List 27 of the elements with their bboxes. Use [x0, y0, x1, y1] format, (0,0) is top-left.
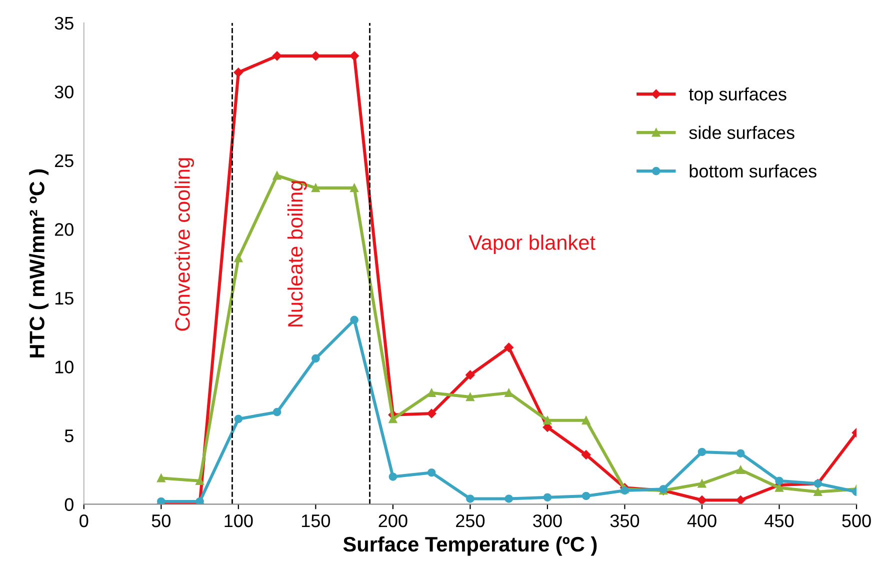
annotation: Nucleate boiling — [287, 181, 307, 326]
x-tick-label: 150 — [302, 514, 330, 528]
x-tick-label: 350 — [610, 514, 640, 528]
y-tick-label: 35 — [54, 16, 74, 30]
y-axis-title: HTC ( mW/mm² ºC ) — [29, 169, 49, 358]
x-tick-label: 500 — [842, 514, 871, 528]
x-tick-label: 250 — [456, 514, 485, 528]
y-tick-label: 0 — [64, 498, 74, 511]
x-tick-label: 100 — [224, 514, 253, 528]
y-tick-label: 25 — [54, 154, 74, 168]
x-tick-label: 400 — [687, 514, 716, 528]
legend-label: side surfaces — [689, 126, 794, 140]
y-tick-label: 10 — [55, 360, 74, 374]
y-tick-label: 30 — [54, 86, 74, 98]
y-tick-label: 15 — [55, 292, 74, 305]
y-tick-label: 20 — [54, 223, 74, 236]
x-tick-label: 50 — [152, 514, 170, 528]
x-axis-title: Surface Temperature (ºC ) — [343, 536, 597, 556]
x-tick-label: 200 — [378, 514, 408, 528]
annotation: Vapor blanket — [468, 234, 596, 254]
x-tick-label: 450 — [764, 514, 794, 528]
x-tick-label: 0 — [80, 514, 88, 528]
y-tick-label: 5 — [64, 430, 74, 442]
x-tick-label: 300 — [533, 514, 562, 528]
legend-label: top surfaces — [688, 87, 786, 104]
legend-label: bottom surfaces — [690, 164, 816, 178]
annotation: Convective cooling — [174, 158, 194, 331]
